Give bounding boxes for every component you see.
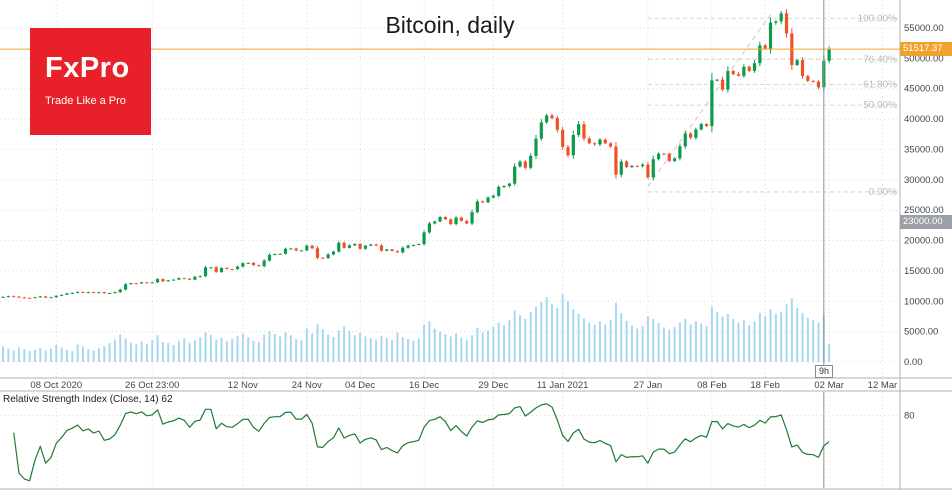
svg-text:50.00%: 50.00% [863,100,897,111]
svg-text:15000.00: 15000.00 [904,266,944,277]
svg-text:29 Dec: 29 Dec [478,380,508,391]
fxpro-brand-text: FxPro [45,52,130,84]
fxpro-logo: FxPro Trade Like a Pro [30,28,151,135]
svg-text:12 Mar: 12 Mar [868,380,898,391]
svg-text:50000.00: 50000.00 [904,53,944,64]
svg-text:55000.00: 55000.00 [904,23,944,34]
svg-text:80: 80 [904,410,915,421]
time-axis[interactable]: 08 Oct 2020 26 Oct 23:00 12 Nov 24 Nov 04 De… [30,380,897,391]
secondary-price-tag: 23000.00 [900,215,952,229]
svg-text:24 Nov: 24 Nov [292,380,322,391]
grid-layer [0,0,900,488]
bar-close-countdown: 9h [815,365,834,378]
svg-text:16 Dec: 16 Dec [409,380,439,391]
svg-text:5000.00: 5000.00 [904,327,938,338]
svg-text:35000.00: 35000.00 [904,144,944,155]
rsi-pane[interactable]: 80 [0,403,915,482]
svg-text:26 Oct 23:00: 26 Oct 23:00 [125,380,179,391]
svg-text:40000.00: 40000.00 [904,114,944,125]
rsi-line [13,403,830,482]
fibonacci-retracement[interactable]: 100.00% 76.40% 61.80% 50.00% 0.00% [647,13,900,198]
chart-title: Bitcoin, daily [385,12,515,38]
svg-text:76.40%: 76.40% [863,54,897,65]
svg-text:02 Mar: 02 Mar [814,380,844,391]
svg-text:10000.00: 10000.00 [904,296,944,307]
svg-text:12 Nov: 12 Nov [228,380,258,391]
svg-text:0.00%: 0.00% [869,187,897,198]
svg-text:30000.00: 30000.00 [904,175,944,186]
current-price-tag: 51517.37 [900,42,952,56]
price-axis[interactable]: 55000.00 50000.00 45000.00 40000.00 35000.00… [904,23,944,368]
svg-text:08 Oct 2020: 08 Oct 2020 [30,380,82,391]
svg-text:27 Jan: 27 Jan [634,380,663,391]
fxpro-tagline: Trade Like a Pro [45,95,126,107]
svg-text:0.00: 0.00 [904,357,923,368]
volume-bars [2,293,831,362]
candles-layer [1,9,831,299]
svg-text:08 Feb: 08 Feb [697,380,727,391]
svg-text:20000.00: 20000.00 [904,236,944,247]
svg-text:45000.00: 45000.00 [904,84,944,95]
rsi-indicator-label: Relative Strength Index (Close, 14) 62 [3,394,173,405]
svg-text:25000.00: 25000.00 [904,205,944,216]
svg-text:100.00%: 100.00% [858,13,898,24]
svg-text:11 Jan 2021: 11 Jan 2021 [537,380,589,391]
svg-text:18 Feb: 18 Feb [750,380,780,391]
svg-text:61.80%: 61.80% [863,80,897,91]
svg-text:04 Dec: 04 Dec [345,380,375,391]
